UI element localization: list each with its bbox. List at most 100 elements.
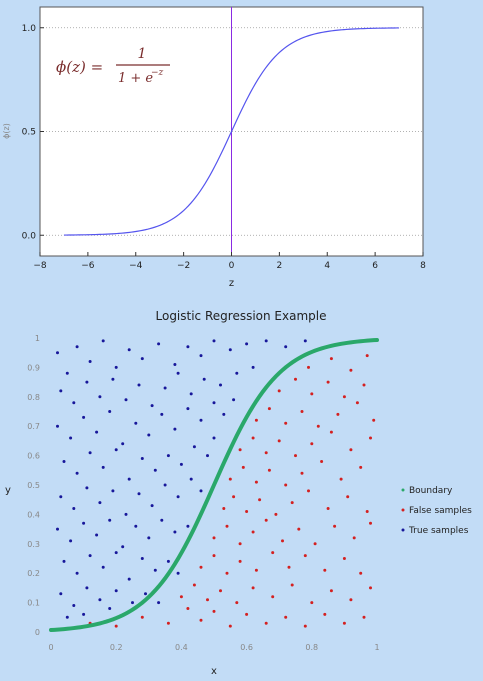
- true-sample-point: [85, 486, 89, 490]
- true-sample-point: [127, 577, 131, 581]
- false-sample-point: [352, 536, 356, 540]
- true-sample-point: [147, 433, 151, 437]
- true-sample-point: [245, 342, 249, 346]
- false-sample-point: [307, 489, 310, 493]
- true-sample-point: [85, 380, 89, 384]
- false-sample-point: [323, 612, 327, 616]
- false-sample-point: [254, 480, 258, 484]
- scatter-chart: Logistic Regression Example 0 0.2 0.4 0.6 0.…: [5, 309, 472, 677]
- boundary-curve: [49, 337, 379, 633]
- false-sample-point: [267, 407, 271, 411]
- true-sample-point: [163, 386, 167, 390]
- false-sample-point: [300, 471, 304, 475]
- true-sample-point: [62, 460, 66, 463]
- false-sample-point: [212, 554, 216, 558]
- true-sample-point: [59, 592, 63, 596]
- false-sample-point: [228, 624, 232, 628]
- false-sample-point: [254, 568, 258, 572]
- false-sample-point: [287, 565, 291, 569]
- scatter-y-tick-label: 0.3: [27, 540, 40, 549]
- true-sample-point: [144, 592, 147, 596]
- sigmoid-y-tick-label: 0.5: [22, 128, 36, 138]
- true-sample-point: [160, 518, 164, 522]
- true-sample-point: [72, 507, 76, 510]
- false-sample-point: [310, 601, 314, 605]
- true-sample-point: [264, 339, 268, 343]
- true-sample-point: [228, 348, 232, 352]
- false-sample-point: [355, 401, 359, 405]
- true-sample-point: [131, 601, 134, 605]
- sigmoid-y-tick-label: 1.0: [22, 24, 37, 34]
- scatter-x-tick-label: 0.4: [175, 643, 188, 652]
- true-sample-point: [186, 524, 190, 528]
- true-sample-point: [137, 383, 141, 387]
- false-sample-point: [369, 521, 372, 525]
- false-sample-point: [277, 439, 281, 443]
- false-sample-point: [320, 460, 324, 463]
- false-sample-point: [238, 559, 242, 563]
- false-sample-point: [359, 571, 363, 575]
- legend-item-true: True samples: [401, 526, 469, 536]
- false-sample-point: [326, 507, 330, 510]
- sigmoid-x-ticks: −8 −6 −4 −2 0 2 4 6 8: [33, 252, 426, 271]
- sigmoid-curve: [63, 27, 400, 236]
- true-sample-point: [95, 533, 99, 537]
- false-sample-point: [362, 383, 366, 387]
- false-sample-point: [294, 454, 297, 458]
- sigmoid-x-tick-label: 2: [277, 261, 283, 271]
- false-sample-point: [333, 524, 337, 528]
- false-sample-point: [179, 595, 183, 599]
- formula-numerator: 1: [138, 46, 147, 62]
- legend-marker-boundary: [401, 488, 405, 492]
- true-sample-point: [95, 430, 99, 434]
- scatter-y-tick-label: 0.4: [27, 510, 40, 519]
- true-sample-point: [82, 612, 86, 616]
- false-sample-point: [235, 601, 239, 605]
- false-sample-point: [264, 621, 268, 625]
- false-sample-point: [264, 518, 268, 522]
- true-sample-point: [176, 495, 180, 499]
- true-sample-point: [140, 357, 144, 361]
- false-sample-point: [329, 357, 333, 361]
- true-sample-point: [235, 371, 239, 375]
- true-sample-point: [82, 521, 86, 525]
- true-sample-point: [127, 477, 131, 481]
- scatter-x-ticks: 0 0.2 0.4 0.6 0.8 1: [48, 643, 379, 652]
- false-sample-point: [342, 395, 346, 399]
- true-sample-point: [163, 483, 167, 487]
- scatter-y-tick-label: 1: [35, 334, 40, 343]
- true-sample-point: [59, 389, 63, 393]
- false-sample-point: [225, 524, 229, 528]
- true-sample-point: [157, 601, 161, 605]
- true-sample-point: [121, 545, 125, 549]
- scatter-x-tick-label: 1: [374, 643, 379, 652]
- true-sample-point: [127, 348, 131, 352]
- false-sample-point: [284, 421, 288, 425]
- formula-exponent: −z: [151, 68, 164, 78]
- sigmoid-y-ticks: 0.0 0.5 1.0: [22, 24, 44, 241]
- sigmoid-y-tick-label: 0.0: [22, 231, 37, 241]
- true-sample-point: [251, 365, 255, 369]
- true-sample-point: [114, 589, 118, 593]
- true-sample-point: [140, 457, 144, 460]
- true-sample-point: [147, 536, 151, 540]
- true-sample-point: [186, 407, 190, 411]
- true-sample-point: [189, 392, 193, 396]
- false-sample-point: [313, 542, 317, 546]
- false-sample-point: [290, 501, 294, 505]
- scatter-y-tick-label: 0: [35, 628, 40, 637]
- true-sample-point: [59, 495, 63, 499]
- scatter-x-tick-label: 0.8: [305, 643, 318, 652]
- false-sample-point: [254, 418, 258, 422]
- scatter-y-tick-label: 0.2: [27, 569, 40, 578]
- true-sample-point: [98, 598, 102, 602]
- false-sample-point: [186, 607, 190, 610]
- false-sample-point: [342, 557, 346, 560]
- scatter-y-tick-label: 0.9: [27, 363, 40, 372]
- true-sample-point: [176, 571, 180, 575]
- scatter-y-tick-label: 0.5: [27, 481, 40, 490]
- true-sample-point: [212, 401, 216, 405]
- false-sample-point: [206, 598, 209, 602]
- true-sample-point: [114, 551, 118, 555]
- false-sample-point: [140, 615, 144, 619]
